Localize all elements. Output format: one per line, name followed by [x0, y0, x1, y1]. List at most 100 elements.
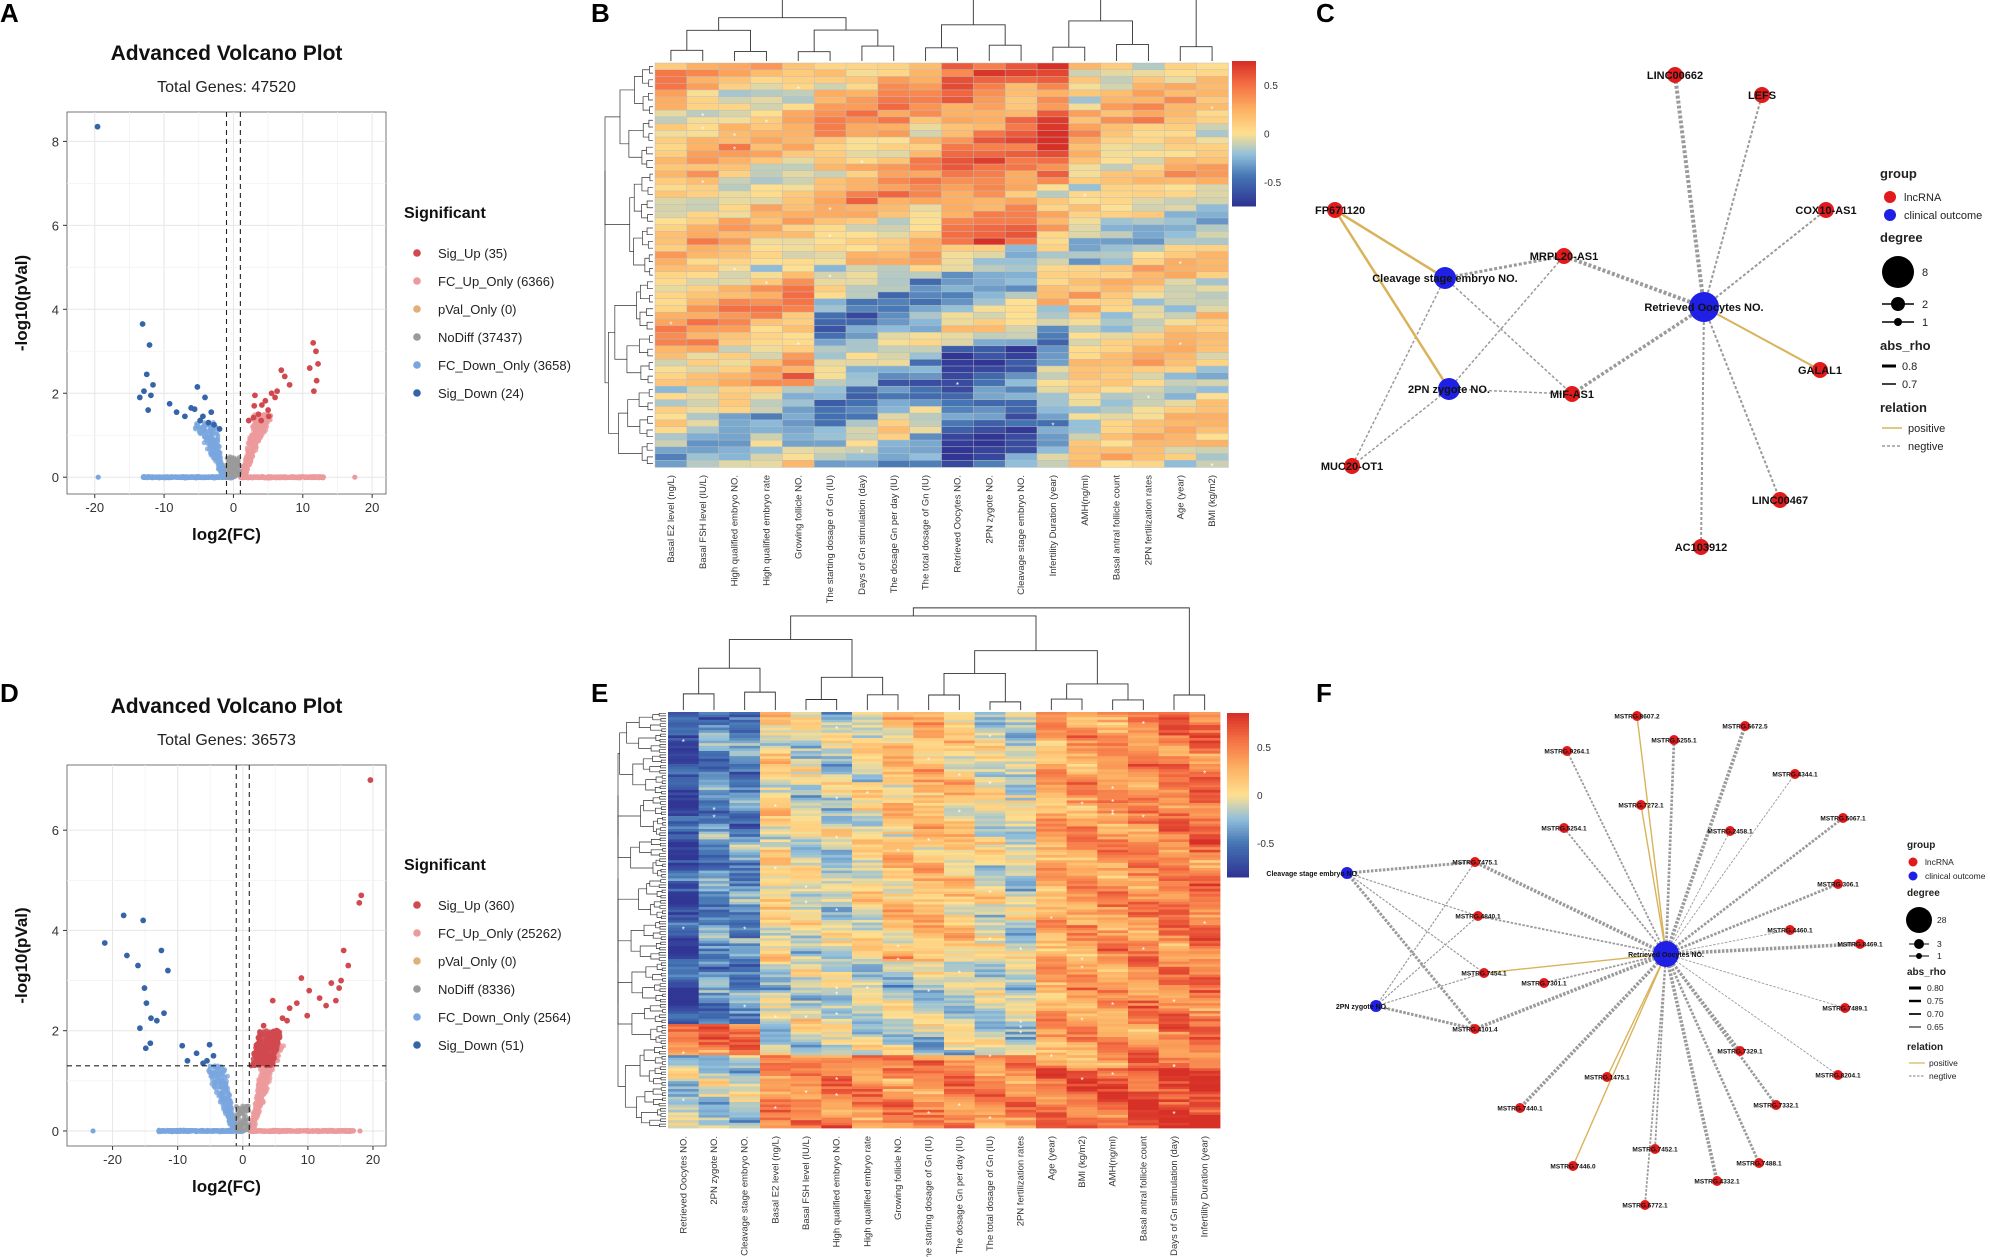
heatmap-cell — [1066, 818, 1098, 822]
row-dendrogram-branch — [639, 419, 648, 434]
heatmap-cell — [782, 426, 815, 434]
point-fc-down — [200, 474, 206, 481]
point-fc-up — [261, 1072, 267, 1078]
heatmap-cell — [782, 332, 815, 340]
heatmap-cell — [718, 224, 752, 232]
heatmap-cell — [973, 264, 1006, 273]
point-sig-down — [101, 940, 108, 946]
heatmap-cell — [1189, 818, 1221, 822]
heatmap-cell — [845, 298, 879, 307]
heatmap-cell — [760, 743, 792, 747]
heatmap-cell — [1195, 446, 1229, 455]
point-fc-up — [256, 438, 262, 444]
heatmap-cell — [1100, 157, 1134, 165]
heatmap-cell — [1100, 204, 1134, 212]
heatmap-cell — [1189, 714, 1221, 718]
heatmap-cell — [1164, 103, 1197, 111]
point-sig-down — [145, 407, 152, 413]
point-nodiff — [244, 1104, 250, 1110]
heatmap-cell — [718, 338, 752, 347]
row-dendrogram-branch — [632, 763, 646, 786]
heatmap-cell — [782, 446, 815, 455]
column-dendrogram-branch — [928, 694, 960, 710]
heatmap-cell — [782, 318, 815, 327]
heatmap-cell — [877, 284, 911, 293]
heatmap-cell — [1164, 183, 1197, 192]
heatmap-cell — [1158, 779, 1190, 783]
heatmap-cell — [877, 453, 911, 461]
heatmap-cell — [882, 758, 914, 762]
heatmap-cell — [790, 790, 822, 793]
heatmap-cell — [790, 764, 822, 767]
heatmap-cell — [729, 787, 761, 791]
heatmap-cell — [1195, 332, 1229, 340]
heatmap-cell — [1036, 170, 1070, 179]
column-label: The starting dosage of Gn (IU) — [825, 475, 836, 603]
heatmap-cell — [1195, 157, 1229, 165]
heatmap-cell — [1195, 163, 1229, 172]
heatmap-cell — [790, 732, 822, 736]
row-dendrogram-branch — [630, 846, 653, 869]
heatmap-cell — [1132, 446, 1165, 455]
heatmap-cell — [1189, 756, 1221, 760]
heatmap-cell — [845, 311, 879, 320]
heatmap-cell — [654, 338, 688, 347]
heatmap-cell — [1164, 116, 1197, 125]
heatmap-cell — [877, 251, 911, 259]
heatmap-cell — [698, 784, 730, 788]
heatmap-cell — [1158, 784, 1190, 788]
plot-title: Advanced Volcano Plot — [111, 695, 343, 718]
point-sig-up — [260, 1022, 267, 1029]
heatmap-cell — [1195, 136, 1229, 145]
row-dendrogram-branch — [661, 811, 666, 816]
point-sig-down — [150, 381, 156, 388]
heatmap-cell — [909, 345, 943, 354]
heatmap-cell — [1068, 217, 1102, 226]
heatmap-cell — [750, 82, 783, 91]
heatmap-cell — [1164, 291, 1197, 300]
point-fc-down — [204, 474, 210, 481]
heatmap-cell — [845, 183, 879, 192]
heatmap-cell — [941, 258, 974, 266]
heatmap-cell — [913, 818, 945, 822]
heatmap-cell — [1158, 732, 1190, 736]
heatmap-cell — [877, 150, 911, 158]
heatmap-cell — [718, 318, 752, 327]
heatmap-cell — [1158, 816, 1190, 819]
significance-mark: * — [701, 112, 704, 121]
row-dendrogram-branch — [652, 820, 658, 832]
legend-swatch — [413, 361, 421, 369]
heatmap-cell — [1132, 460, 1165, 468]
heatmap-cell — [821, 784, 853, 788]
heatmap-cell — [1128, 748, 1160, 752]
heatmap-cell — [1189, 792, 1221, 796]
heatmap-cell — [750, 130, 783, 138]
point-sig-down — [200, 413, 206, 420]
point-sig-up — [278, 367, 285, 374]
heatmap-cell — [882, 722, 914, 726]
heatmap-cell — [782, 217, 815, 226]
heatmap-cell — [1036, 712, 1068, 715]
heatmap-cell — [845, 426, 879, 434]
heatmap-cell — [1158, 735, 1190, 739]
heatmap-cell — [750, 372, 783, 381]
heatmap-cell — [1100, 217, 1134, 226]
point-sig-up — [304, 1012, 311, 1019]
heatmap-cell — [1066, 774, 1098, 778]
heatmap-cell — [686, 264, 720, 273]
heatmap-cell — [686, 372, 720, 381]
y-tick-label: 2 — [52, 386, 59, 401]
heatmap-cell — [1036, 800, 1068, 804]
heatmap-cell — [1132, 89, 1165, 98]
heatmap-cell — [973, 116, 1006, 125]
heatmap-cell — [1195, 385, 1229, 394]
heatmap-cell — [1128, 740, 1160, 744]
column-label: Basal antral follicle count — [1112, 475, 1123, 580]
row-dendrogram-branch — [653, 1099, 663, 1105]
heatmap-cell — [1164, 231, 1197, 239]
point-sig-down — [206, 1041, 213, 1048]
heatmap-cell — [1036, 717, 1068, 721]
heatmap-cell — [973, 352, 1006, 360]
row-dendrogram-branch — [643, 924, 656, 936]
point-nodiff — [227, 454, 233, 459]
